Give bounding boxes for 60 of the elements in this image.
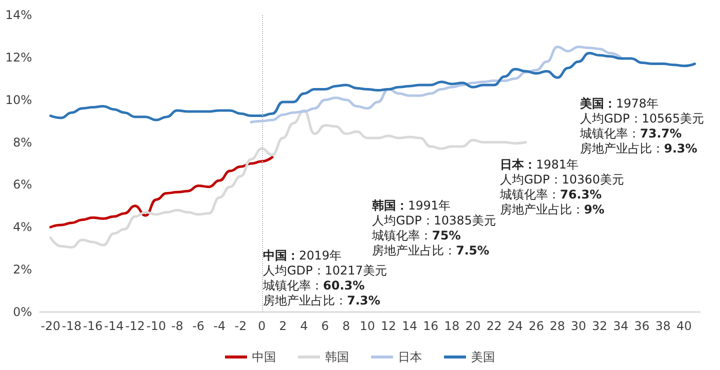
annotation: 人均GDP：10360美元 — [500, 172, 624, 186]
annotation: 人均GDP：10565美元 — [580, 112, 704, 126]
annotation: 房地产业占比：9% — [500, 202, 604, 216]
annotation: 房地产业占比：7.5% — [372, 244, 490, 258]
y-tick-label: 14% — [5, 8, 32, 22]
annotation: 人均GDP：10217美元 — [263, 264, 387, 278]
x-tick-label: 18 — [444, 319, 460, 333]
x-tick-label: -16 — [82, 319, 103, 333]
annotation: 城镇化率：60.3% — [262, 278, 365, 292]
annotation: 韩国：1991年 — [371, 198, 451, 212]
legend-label: 中国 — [252, 350, 276, 364]
y-tick-label: 4% — [12, 220, 32, 234]
x-tick-label: 16 — [423, 319, 438, 333]
x-tick-label: -8 — [171, 319, 184, 333]
annotation: 美国：1978年 — [579, 96, 659, 110]
legend-label: 美国 — [471, 350, 495, 364]
x-tick-label: 32 — [592, 319, 608, 333]
y-tick-label: 2% — [12, 262, 32, 277]
x-tick-label: 10 — [360, 319, 375, 333]
annotation: 房地产业占比：9.3% — [580, 142, 698, 156]
legend-label: 韩国 — [325, 350, 349, 364]
x-tick-label: 26 — [528, 319, 544, 333]
annotation: 城镇化率：76.3% — [499, 188, 602, 202]
y-tick-label: 12% — [5, 50, 32, 64]
x-tick-label: 38 — [655, 319, 671, 333]
x-tick-label: -14 — [104, 319, 124, 333]
x-tick-label: 30 — [570, 319, 586, 333]
y-tick-label: 10% — [5, 92, 32, 107]
x-tick-label: 0 — [258, 319, 266, 333]
x-tick-label: 22 — [486, 319, 502, 333]
x-tick-label: -20 — [40, 319, 60, 333]
x-tick-label: 2 — [279, 319, 287, 333]
x-tick-label: 28 — [550, 319, 566, 333]
x-tick-label: -12 — [125, 319, 145, 333]
annotation: 房地产业占比：7.3% — [263, 294, 380, 308]
x-tick-label: 12 — [380, 319, 396, 333]
x-tick-label: -10 — [146, 319, 166, 333]
annotation: 城镇化率：75% — [371, 228, 461, 242]
line-series — [49, 156, 274, 228]
annotation: 人均GDP：10385美元 — [372, 214, 496, 228]
x-tick-label: -18 — [62, 319, 82, 333]
annotation: 城镇化率：73.7% — [579, 126, 682, 140]
x-tick-label: -6 — [192, 319, 204, 333]
x-tick-label: 40 — [676, 319, 692, 333]
x-tick-label: -4 — [214, 319, 226, 333]
x-tick-label: 8 — [342, 319, 350, 333]
x-tick-label: 36 — [634, 319, 650, 333]
x-tick-label: 4 — [300, 319, 308, 333]
x-tick-label: 20 — [465, 319, 481, 333]
y-tick-label: 8% — [12, 135, 32, 150]
x-tick-label: 34 — [613, 319, 628, 333]
x-tick-label: 6 — [321, 319, 329, 333]
annotation: 日本：1981年 — [500, 158, 579, 172]
x-tick-label: 24 — [508, 319, 523, 333]
x-tick-label: 14 — [402, 319, 418, 333]
y-tick-label: 6% — [12, 178, 32, 192]
legend-label: 日本 — [398, 350, 422, 364]
x-tick-label: -2 — [234, 319, 247, 333]
y-tick-label: 0% — [12, 305, 32, 319]
annotation: 中国：2019年 — [263, 248, 342, 262]
